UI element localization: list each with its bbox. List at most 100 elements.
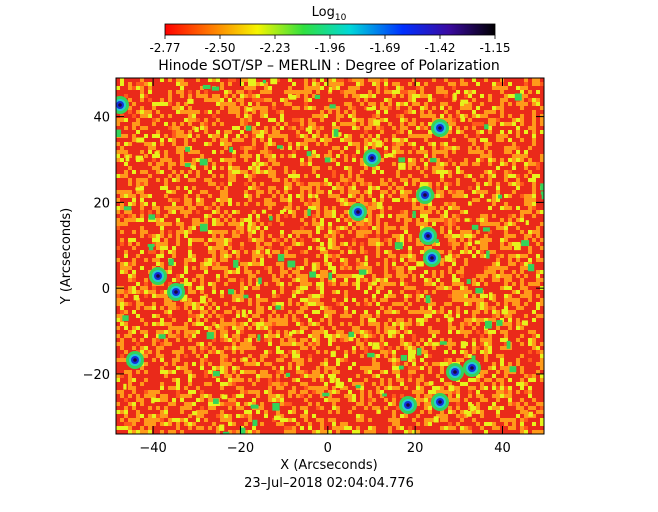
map-pixel	[484, 358, 488, 362]
map-pixel	[368, 194, 372, 198]
map-pixel	[268, 326, 272, 330]
map-pixel	[416, 238, 420, 242]
map-pixel	[436, 162, 440, 166]
map-pixel	[244, 262, 248, 266]
map-pixel	[192, 118, 196, 122]
map-pixel	[300, 326, 304, 330]
map-pixel	[164, 206, 168, 210]
map-pixel	[288, 338, 292, 342]
map-pixel	[340, 330, 344, 334]
map-pixel	[140, 170, 144, 174]
map-pixel	[116, 378, 120, 382]
map-pixel	[168, 298, 172, 302]
map-pixel	[368, 394, 372, 398]
map-pixel	[284, 330, 288, 334]
map-pixel	[528, 178, 532, 182]
map-pixel	[128, 378, 132, 382]
map-pixel	[164, 370, 168, 374]
map-pixel	[224, 190, 228, 194]
map-pixel	[156, 154, 160, 158]
map-pixel	[456, 170, 460, 174]
map-pixel	[220, 410, 224, 414]
map-pixel	[288, 426, 292, 430]
map-feature	[314, 94, 321, 99]
map-pixel	[440, 114, 444, 118]
map-pixel	[252, 222, 256, 226]
map-pixel	[488, 98, 492, 102]
map-pixel	[172, 210, 176, 214]
map-pixel	[336, 410, 340, 414]
map-pixel	[312, 346, 316, 350]
map-pixel	[144, 126, 148, 130]
map-pixel	[208, 326, 212, 330]
map-pixel	[300, 218, 304, 222]
map-pixel	[472, 78, 476, 82]
map-pixel	[320, 138, 324, 142]
map-pixel	[488, 266, 492, 270]
map-feature	[243, 294, 249, 299]
map-pixel	[300, 250, 304, 254]
map-pixel	[164, 310, 168, 314]
map-pixel	[480, 246, 484, 250]
map-pixel	[124, 254, 128, 258]
map-pixel	[276, 382, 280, 386]
map-pixel	[184, 330, 188, 334]
map-pixel	[328, 262, 332, 266]
map-pixel	[200, 286, 204, 290]
map-pixel	[316, 254, 320, 258]
map-pixel	[484, 398, 488, 402]
map-pixel	[248, 230, 252, 234]
map-pixel	[188, 254, 192, 258]
map-pixel	[356, 262, 360, 266]
map-pixel	[480, 158, 484, 162]
map-pixel	[224, 346, 228, 350]
map-pixel	[404, 286, 408, 290]
map-pixel	[268, 242, 272, 246]
map-pixel	[168, 114, 172, 118]
map-pixel	[228, 130, 232, 134]
map-pixel	[520, 266, 524, 270]
map-pixel	[488, 338, 492, 342]
map-pixel	[532, 114, 536, 118]
map-pixel	[284, 166, 288, 170]
map-pixel	[408, 270, 412, 274]
map-pixel	[292, 318, 296, 322]
map-pixel	[368, 102, 372, 106]
map-pixel	[508, 170, 512, 174]
map-pixel	[268, 390, 272, 394]
map-pixel	[396, 418, 400, 422]
map-pixel	[208, 426, 212, 430]
map-feature	[262, 79, 266, 84]
map-pixel	[280, 222, 284, 226]
map-pixel	[228, 98, 232, 102]
map-feature	[461, 117, 466, 122]
map-pixel	[196, 342, 200, 346]
map-pixel	[152, 154, 156, 158]
map-pixel	[120, 346, 124, 350]
map-pixel	[172, 138, 176, 142]
map-pixel	[348, 178, 352, 182]
map-pixel	[504, 286, 508, 290]
map-pixel	[196, 210, 200, 214]
map-pixel	[356, 382, 360, 386]
map-pixel	[132, 102, 136, 106]
map-feature	[285, 372, 291, 377]
map-pixel	[140, 350, 144, 354]
map-pixel	[360, 386, 364, 390]
map-pixel	[464, 410, 468, 414]
map-feature	[185, 146, 191, 152]
map-pixel	[360, 402, 364, 406]
map-pixel	[388, 178, 392, 182]
map-pixel	[364, 330, 368, 334]
map-pixel	[180, 158, 184, 162]
map-pixel	[156, 350, 160, 354]
map-pixel	[232, 234, 236, 238]
map-pixel	[280, 290, 284, 294]
map-pixel	[136, 314, 140, 318]
map-pixel	[540, 422, 544, 426]
map-pixel	[492, 306, 496, 310]
map-pixel	[356, 118, 360, 122]
map-pixel	[164, 102, 168, 106]
map-pixel	[272, 310, 276, 314]
map-pixel	[468, 90, 472, 94]
